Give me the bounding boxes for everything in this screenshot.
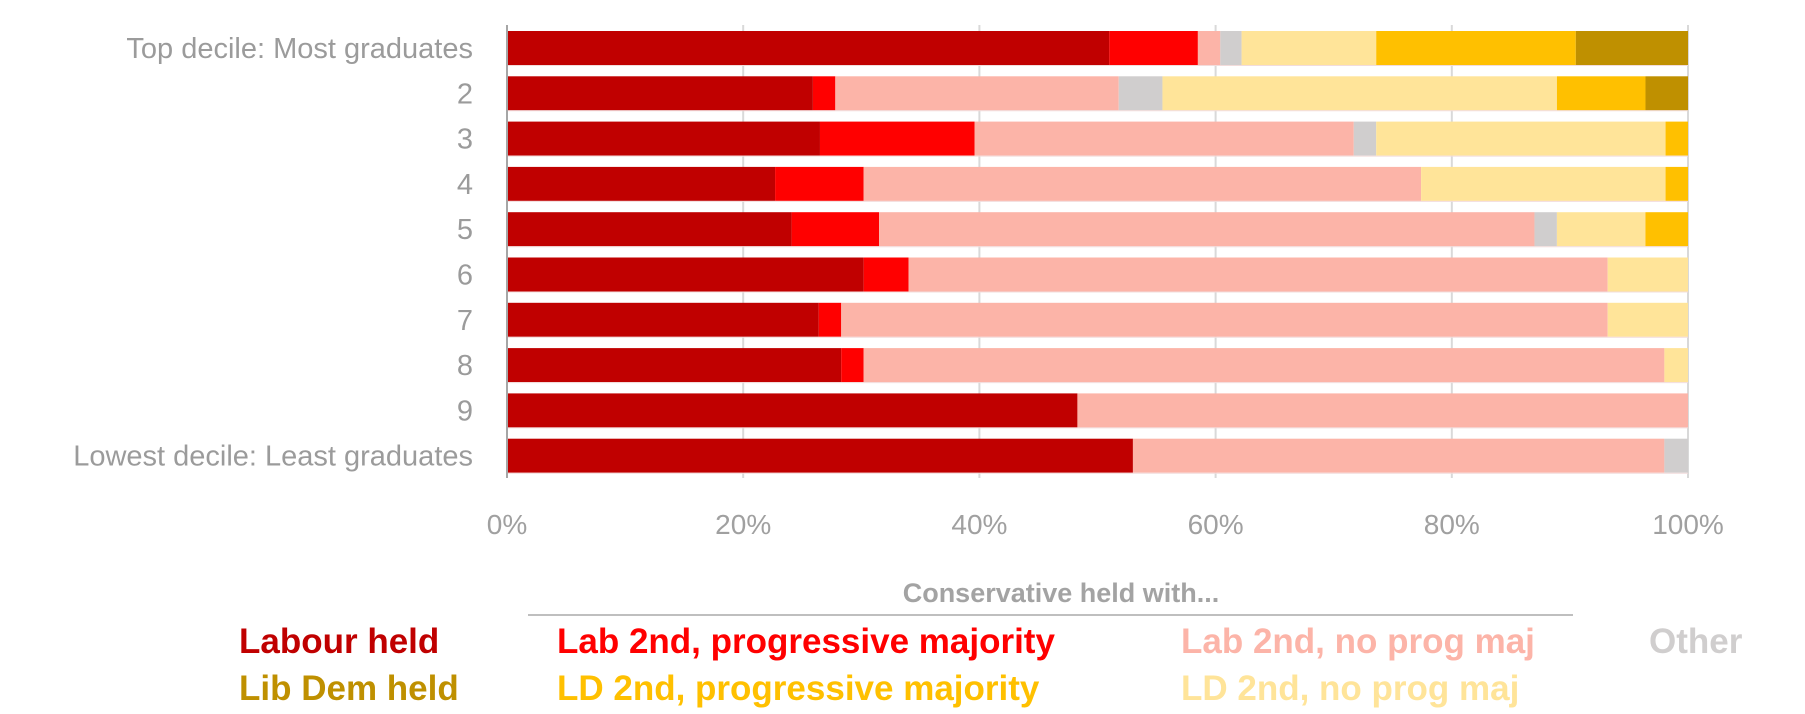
- bar-segment-ld-2nd-no-prog-maj: [1421, 166, 1666, 201]
- category-labels: Top decile: Most graduates 2 3 4 5 6 7 8 9 Lowest…: [73, 33, 473, 473]
- legend-group-title: Conservative held with...: [903, 578, 1220, 608]
- x-tick-label: 60%: [1188, 509, 1244, 540]
- bar-segment-ld-2nd-no-prog-maj: [1664, 348, 1688, 383]
- bar-segment-labour-held: [507, 257, 864, 292]
- x-tick-label: 0%: [487, 509, 527, 540]
- category-label: 6: [457, 260, 473, 292]
- bar-segment-lab-2nd-no-prog-maj: [863, 166, 1422, 201]
- x-tick-label: 100%: [1652, 509, 1724, 540]
- bar-row: [507, 348, 1688, 384]
- bar-segment-labour-held: [507, 212, 792, 247]
- category-label: Top decile: Most graduates: [126, 33, 473, 65]
- bar-segment-lab-2nd-progressive-majority: [791, 212, 880, 247]
- x-tick-labels: 0% 20% 40% 60% 80% 100%: [487, 509, 1724, 540]
- x-tick-label: 80%: [1424, 509, 1480, 540]
- bar-segment-other: [1220, 31, 1242, 65]
- bar-segment-lab-2nd-progressive-majority: [775, 166, 864, 201]
- bar-segment-ld-2nd-progressive-majority: [1376, 31, 1576, 65]
- bar-row: [507, 302, 1688, 338]
- bar-segment-lab-2nd-progressive-majority: [841, 348, 864, 383]
- bar-segment-lab-2nd-progressive-majority: [818, 302, 842, 337]
- bar-segment-ld-2nd-no-prog-maj: [1162, 76, 1557, 111]
- bar-segment-other: [1534, 212, 1557, 247]
- bar-row: [507, 438, 1688, 474]
- legend-item-lab-2nd-progressive-majority: Lab 2nd, progressive majority: [557, 622, 1055, 661]
- bar-segment-lab-2nd-no-prog-maj: [1077, 393, 1688, 428]
- category-label: 7: [457, 305, 473, 337]
- bar-segment-labour-held: [507, 166, 776, 201]
- bar-row: [507, 166, 1688, 202]
- bar-segment-ld-2nd-progressive-majority: [1645, 212, 1688, 247]
- bar-segment-ld-2nd-no-prog-maj: [1241, 31, 1377, 65]
- bar-row: [507, 393, 1688, 429]
- category-label: 9: [457, 395, 473, 427]
- category-label: 8: [457, 350, 473, 382]
- category-label: 3: [457, 124, 473, 156]
- bar-segment-labour-held: [507, 31, 1110, 65]
- bar-row: [507, 212, 1688, 248]
- x-tick-label: 20%: [715, 509, 771, 540]
- bar-segment-ld-2nd-progressive-majority: [1556, 76, 1646, 111]
- legend-item-other: Other: [1649, 622, 1743, 661]
- bar-segment-ld-2nd-progressive-majority: [1665, 166, 1688, 201]
- bar-segment-lib-dem-held: [1575, 31, 1688, 65]
- bar-segment-lab-2nd-no-prog-maj: [835, 76, 1119, 111]
- bar-segment-ld-2nd-no-prog-maj: [1376, 121, 1666, 156]
- bar-row: [507, 76, 1688, 112]
- category-label: Lowest decile: Least graduates: [73, 441, 473, 473]
- bar-segment-lib-dem-held: [1645, 76, 1688, 111]
- bar-segment-other: [1664, 438, 1688, 473]
- category-label: 2: [457, 78, 473, 110]
- bar-segment-labour-held: [507, 393, 1078, 428]
- bar-segment-labour-held: [507, 121, 820, 156]
- bar-segment-labour-held: [507, 76, 813, 111]
- legend-item-lib-dem-held: Lib Dem held: [239, 669, 459, 708]
- bar-segment-other: [1353, 121, 1377, 156]
- bar-row: [507, 257, 1688, 293]
- bar-segment-other: [1118, 76, 1163, 111]
- legend: Conservative held with... Labour held Lab…: [239, 578, 1743, 708]
- legend-item-ld-2nd-no-prog-maj: LD 2nd, no prog maj: [1181, 669, 1519, 708]
- legend-item-labour-held: Labour held: [239, 622, 439, 661]
- bar-segment-ld-2nd-progressive-majority: [1665, 121, 1688, 156]
- bar-segment-lab-2nd-no-prog-maj: [879, 212, 1535, 247]
- bar-segment-labour-held: [507, 438, 1133, 473]
- bar-segment-ld-2nd-no-prog-maj: [1607, 302, 1688, 337]
- bar-segment-labour-held: [507, 302, 819, 337]
- bars: [507, 31, 1688, 474]
- bar-segment-lab-2nd-progressive-majority: [819, 121, 975, 156]
- category-label: 5: [457, 214, 473, 246]
- bar-segment-lab-2nd-no-prog-maj: [908, 257, 1608, 292]
- bar-segment-lab-2nd-progressive-majority: [1109, 31, 1198, 65]
- bar-segment-ld-2nd-no-prog-maj: [1607, 257, 1688, 292]
- bar-row: [507, 121, 1688, 157]
- legend-item-lab-2nd-no-prog-maj: Lab 2nd, no prog maj: [1181, 622, 1535, 661]
- legend-item-ld-2nd-progressive-majority: LD 2nd, progressive majority: [557, 669, 1040, 708]
- bar-segment-lab-2nd-no-prog-maj: [1197, 31, 1221, 65]
- bar-segment-lab-2nd-progressive-majority: [812, 76, 836, 111]
- bar-segment-lab-2nd-progressive-majority: [863, 257, 909, 292]
- bar-segment-labour-held: [507, 348, 842, 383]
- x-tick-label: 40%: [951, 509, 1007, 540]
- category-label: 4: [457, 169, 473, 201]
- bar-row: [507, 31, 1688, 66]
- bar-segment-lab-2nd-no-prog-maj: [974, 121, 1354, 156]
- bar-segment-ld-2nd-no-prog-maj: [1556, 212, 1646, 247]
- bar-segment-lab-2nd-no-prog-maj: [863, 348, 1665, 383]
- bar-segment-lab-2nd-no-prog-maj: [1132, 438, 1665, 473]
- bar-segment-lab-2nd-no-prog-maj: [841, 302, 1608, 337]
